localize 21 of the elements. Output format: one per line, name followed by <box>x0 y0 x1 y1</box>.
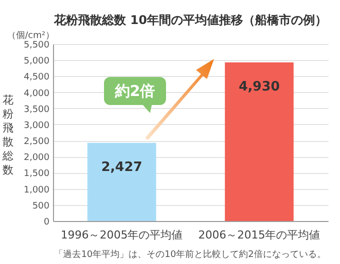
y-tick-label: 1,500 <box>24 169 50 180</box>
x-tick-label: 2006～2015年の平均値 <box>198 228 320 242</box>
annotation: 約2倍 <box>114 82 156 100</box>
text: 「過去10年平均」は、その10年前と比較して約2倍になっている。 <box>54 249 326 260</box>
y-tick-label: 5,500 <box>24 40 50 50</box>
y-axis-title: 花粉飛散総数 <box>2 94 14 176</box>
text: （個/cm²） <box>7 30 54 41</box>
y-tick-label: 5,000 <box>24 56 50 67</box>
y-tick-label: 2,500 <box>24 137 50 148</box>
y-tick-label: 4,000 <box>24 88 50 99</box>
y-tick-label: 1,000 <box>24 185 50 196</box>
y-tick-label: 3,000 <box>24 120 50 131</box>
y-tick-label: 3,500 <box>24 104 50 115</box>
y-tick-label: 4,500 <box>24 72 50 83</box>
y-tick-label: 0 <box>44 218 50 228</box>
data-label: 2,427 <box>101 160 142 175</box>
data-label: 4,930 <box>238 79 280 94</box>
x-tick-label: 1996～2005年の平均値 <box>60 228 183 242</box>
chart-title: 花粉飛散総数 10年間の平均値推移（船橋市の例） <box>53 13 327 27</box>
y-tick-label: 2,000 <box>24 153 50 164</box>
y-tick-label: 500 <box>32 201 50 212</box>
